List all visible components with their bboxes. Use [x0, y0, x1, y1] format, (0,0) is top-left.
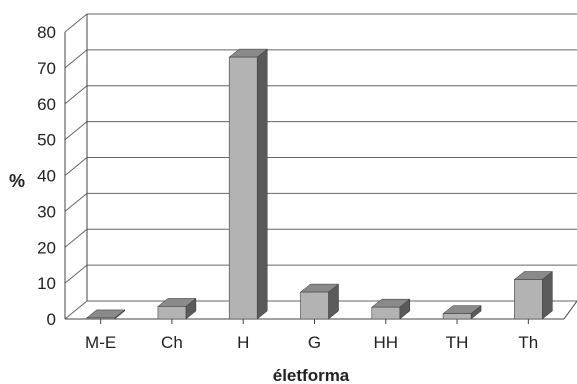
floor-edge	[563, 300, 577, 320]
gridline	[64, 228, 577, 248]
bar	[442, 305, 482, 320]
bar	[85, 309, 126, 320]
x-tick-label: TH	[446, 333, 469, 352]
x-tick-labels: M-E Ch H G HH TH Th	[85, 319, 538, 352]
bars	[85, 48, 554, 320]
x-axis-label: életforma	[273, 366, 350, 384]
gridline	[64, 13, 577, 33]
x-tick-label: M-E	[85, 333, 116, 352]
bar	[371, 298, 411, 320]
x-tick-label: HH	[374, 333, 399, 352]
x-tick-label: Th	[518, 333, 538, 352]
gridline	[64, 192, 577, 212]
axes	[64, 14, 577, 320]
gridline	[64, 121, 577, 141]
bar	[228, 48, 268, 320]
y-tick-label: 0	[47, 310, 56, 329]
y-tick-label: 50	[37, 131, 56, 150]
y-tick-label: 70	[37, 59, 56, 78]
x-tick-label: Ch	[161, 333, 183, 352]
gridlines	[64, 13, 577, 320]
y-tick-label: 60	[37, 95, 56, 114]
gridline	[64, 264, 577, 284]
y-tick-label: 40	[37, 167, 56, 186]
gridline	[64, 157, 577, 176]
bar	[299, 283, 340, 320]
bar	[157, 297, 197, 320]
y-tick-label: 10	[37, 274, 56, 293]
y-tick-label: 30	[37, 202, 56, 221]
y-tick-label: 80	[37, 23, 56, 42]
y-axis-label: %	[9, 171, 25, 191]
gridline	[64, 49, 577, 69]
x-tick-label: G	[308, 333, 321, 352]
y-tick-label: 20	[37, 238, 56, 257]
bar	[513, 271, 554, 320]
y-tick-labels: 0 10 20 30 40 50 60 70 80	[37, 23, 56, 329]
x-tick-label: H	[237, 333, 249, 352]
gridline	[64, 85, 577, 105]
